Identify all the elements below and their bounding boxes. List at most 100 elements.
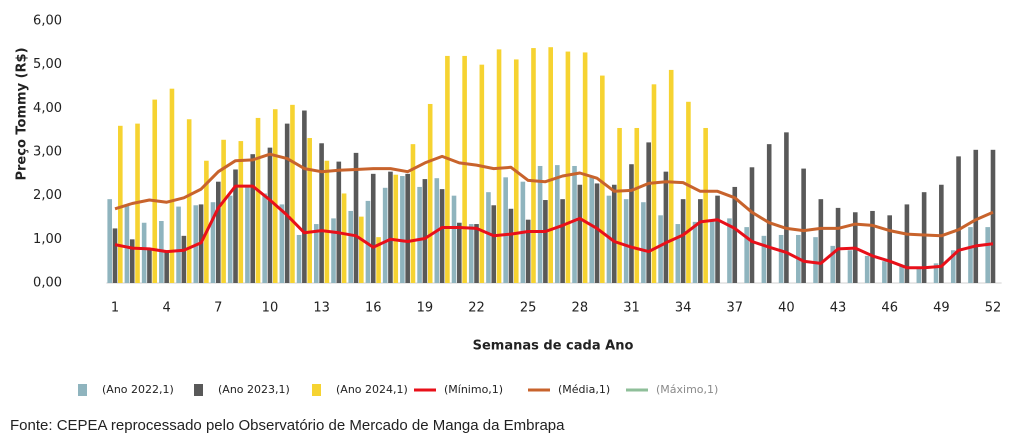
bar <box>778 234 784 283</box>
y-tick-label: 5,00 <box>33 57 62 72</box>
bar <box>279 204 285 283</box>
legend-label: (Ano 2022,1) <box>102 383 174 396</box>
bar <box>537 165 543 283</box>
bar <box>227 195 233 283</box>
legend-label: (Média,1) <box>558 383 610 396</box>
x-tick-label: 7 <box>214 301 222 316</box>
bar <box>221 139 226 283</box>
bar <box>663 171 669 283</box>
y-tick-label: 2,00 <box>33 188 62 203</box>
x-axis-title: Semanas de cada Ano <box>473 339 634 354</box>
bar <box>709 219 715 283</box>
bar <box>864 255 870 283</box>
bar <box>835 207 841 283</box>
x-tick-label: 22 <box>468 301 485 316</box>
bar <box>250 154 256 283</box>
bar <box>572 165 577 283</box>
bar <box>715 195 720 283</box>
bar <box>376 237 381 283</box>
bar <box>124 204 130 283</box>
bar <box>370 173 376 283</box>
line-series <box>114 184 994 270</box>
bar <box>503 177 508 283</box>
bar <box>882 261 887 283</box>
line-series <box>114 152 994 238</box>
bar <box>543 200 548 283</box>
x-tick-label: 10 <box>262 301 279 316</box>
bar <box>341 193 347 283</box>
bar <box>658 215 663 283</box>
bar <box>973 149 979 283</box>
bar <box>744 227 749 283</box>
bar <box>525 219 531 283</box>
bar <box>668 69 674 283</box>
bar <box>462 55 467 283</box>
bar <box>486 192 491 283</box>
bar <box>474 224 479 283</box>
bar <box>359 216 364 283</box>
bar <box>118 125 123 283</box>
bar <box>479 64 485 284</box>
legend-label: (Ano 2023,1) <box>218 383 290 396</box>
bar <box>181 235 187 283</box>
bar <box>393 174 399 283</box>
bar <box>686 101 691 284</box>
bar <box>703 127 708 283</box>
bar <box>468 224 474 283</box>
x-tick-label: 37 <box>726 301 743 316</box>
bar <box>422 179 428 283</box>
y-tick-label: 6,00 <box>33 14 62 29</box>
bar <box>560 199 565 283</box>
bar <box>262 193 267 283</box>
bar <box>152 99 158 283</box>
bar <box>594 183 600 283</box>
bar <box>899 265 904 283</box>
x-tick-label: 28 <box>572 301 589 316</box>
x-tick-label: 13 <box>313 301 330 316</box>
legend-label: (Ano 2024,1) <box>336 383 408 396</box>
bar <box>491 205 497 283</box>
bar <box>847 250 853 283</box>
bar <box>496 49 502 284</box>
bar <box>611 184 617 283</box>
x-tick-label: 16 <box>365 301 382 316</box>
legend-swatch <box>78 384 87 396</box>
bar <box>801 168 806 283</box>
bar <box>692 221 698 283</box>
bar <box>296 234 302 283</box>
x-tick-label: 1 <box>111 301 119 316</box>
bar <box>204 160 209 283</box>
bar <box>129 239 135 283</box>
bar <box>968 227 973 283</box>
x-tick-label: 19 <box>417 301 434 316</box>
bar <box>531 48 536 283</box>
bar <box>634 127 640 283</box>
bar <box>112 228 118 283</box>
bar <box>176 206 181 283</box>
x-tick-label: 25 <box>520 301 537 316</box>
bar <box>680 199 686 283</box>
bar <box>939 184 944 283</box>
bar <box>508 208 514 283</box>
bar <box>284 123 290 283</box>
bar <box>302 110 307 284</box>
bar <box>451 195 457 283</box>
bar <box>675 224 681 283</box>
bar <box>887 215 892 283</box>
bar <box>210 202 216 283</box>
legend-swatch <box>312 384 321 396</box>
bar <box>623 199 629 283</box>
y-tick-label: 0,00 <box>33 276 62 291</box>
bar <box>319 143 324 283</box>
bar <box>766 144 772 283</box>
legend-label: (Máximo,1) <box>656 383 718 396</box>
bar <box>818 199 824 283</box>
bar <box>348 210 354 283</box>
y-tick-label: 1,00 <box>33 232 62 247</box>
bar <box>417 186 422 283</box>
bar <box>445 55 450 283</box>
bar <box>698 199 703 283</box>
bar <box>749 167 755 283</box>
